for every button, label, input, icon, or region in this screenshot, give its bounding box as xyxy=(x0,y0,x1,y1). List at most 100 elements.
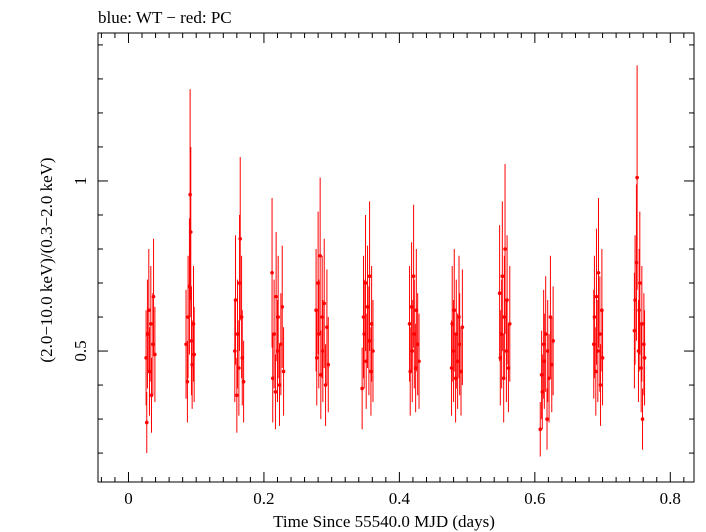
data-point xyxy=(600,308,604,313)
data-point xyxy=(146,308,151,313)
data-point xyxy=(592,315,597,319)
data-point xyxy=(598,332,602,336)
data-point xyxy=(144,420,149,425)
data-point xyxy=(504,349,509,353)
data-point xyxy=(314,308,318,313)
data-point xyxy=(153,352,157,357)
data-point xyxy=(272,332,276,336)
data-point xyxy=(239,315,244,319)
data-point xyxy=(499,332,504,336)
data-point xyxy=(600,356,605,360)
data-point xyxy=(326,362,331,367)
x-tick-label: 0.6 xyxy=(524,489,545,508)
data-point xyxy=(593,369,598,374)
data-point xyxy=(635,175,639,180)
data-point xyxy=(503,247,507,251)
data-point xyxy=(369,369,373,374)
data-point xyxy=(280,305,285,309)
data-point xyxy=(538,427,543,432)
data-point xyxy=(639,366,643,370)
data-point xyxy=(407,322,412,326)
data-point xyxy=(151,342,155,347)
data-point xyxy=(591,342,596,347)
data-point xyxy=(410,349,415,353)
data-point xyxy=(545,417,549,421)
data-point xyxy=(500,274,505,279)
data-point xyxy=(507,322,512,326)
data-point xyxy=(274,294,278,299)
data-point xyxy=(453,376,458,381)
data-point xyxy=(185,379,190,384)
data-point xyxy=(241,379,246,384)
data-point xyxy=(188,192,192,197)
data-point xyxy=(409,305,414,309)
data-point xyxy=(281,369,286,374)
data-point xyxy=(235,393,239,398)
data-point xyxy=(543,332,548,336)
data-point xyxy=(363,281,368,285)
data-point xyxy=(233,349,237,353)
data-point xyxy=(360,386,364,391)
data-point xyxy=(314,356,319,360)
data-point xyxy=(276,315,280,319)
axes: 0 0.2 0.4 0.6 0.8 0.5 1 xyxy=(71,33,694,508)
data-point xyxy=(449,366,454,370)
x-tick-label: 0.8 xyxy=(660,489,681,508)
data-point xyxy=(596,349,600,353)
data-point xyxy=(320,315,324,319)
data-point xyxy=(460,325,465,330)
data-point xyxy=(642,342,646,347)
data-point xyxy=(598,383,603,387)
x-tick-label: 0.2 xyxy=(253,489,274,508)
data-point xyxy=(596,271,601,275)
data-point xyxy=(151,294,156,299)
data-point xyxy=(505,298,509,302)
data-point xyxy=(539,373,544,377)
data-point xyxy=(451,349,456,353)
data-point xyxy=(541,342,546,347)
data-point xyxy=(361,315,366,319)
data-point xyxy=(367,274,372,279)
data-point xyxy=(238,236,243,241)
data-point xyxy=(233,298,238,302)
data-point xyxy=(637,308,641,313)
data-point xyxy=(638,281,642,285)
x-axis-label: Time Since 55540.0 MJD (days) xyxy=(273,512,495,531)
data-point xyxy=(501,376,506,381)
data-point xyxy=(411,274,416,279)
data-point xyxy=(273,390,278,394)
data-point xyxy=(640,417,645,421)
data-point xyxy=(413,366,418,370)
data-point xyxy=(640,322,644,326)
data-point xyxy=(316,281,320,285)
data-point xyxy=(371,349,375,353)
y-tick-label: 1 xyxy=(71,177,90,186)
data-point xyxy=(188,230,193,234)
plot-frame xyxy=(97,32,695,483)
data-point xyxy=(192,352,196,357)
y-axis-label: (2.0−10.0 keV)/(0.3−2.0 keV) xyxy=(37,157,56,362)
x-tick-label: 0.4 xyxy=(389,489,411,508)
data-marks xyxy=(144,65,647,457)
data-point xyxy=(551,339,555,343)
data-point xyxy=(270,271,274,275)
data-point xyxy=(457,315,461,319)
data-point xyxy=(367,339,371,343)
data-point xyxy=(275,349,280,353)
data-point xyxy=(634,260,639,265)
data-point xyxy=(452,308,457,313)
data-point xyxy=(642,356,647,360)
data-point xyxy=(191,322,196,326)
data-point xyxy=(189,339,194,343)
data-point xyxy=(417,359,421,364)
chart-title: blue: WT − red: PC xyxy=(98,8,232,27)
x-tick-label: 0 xyxy=(124,489,133,508)
data-point xyxy=(502,315,507,319)
data-point xyxy=(632,328,637,333)
y-tick-label: 0.5 xyxy=(71,340,90,361)
data-point xyxy=(318,253,322,258)
data-point xyxy=(149,322,153,326)
series-pc xyxy=(144,65,647,457)
data-point xyxy=(497,291,502,296)
